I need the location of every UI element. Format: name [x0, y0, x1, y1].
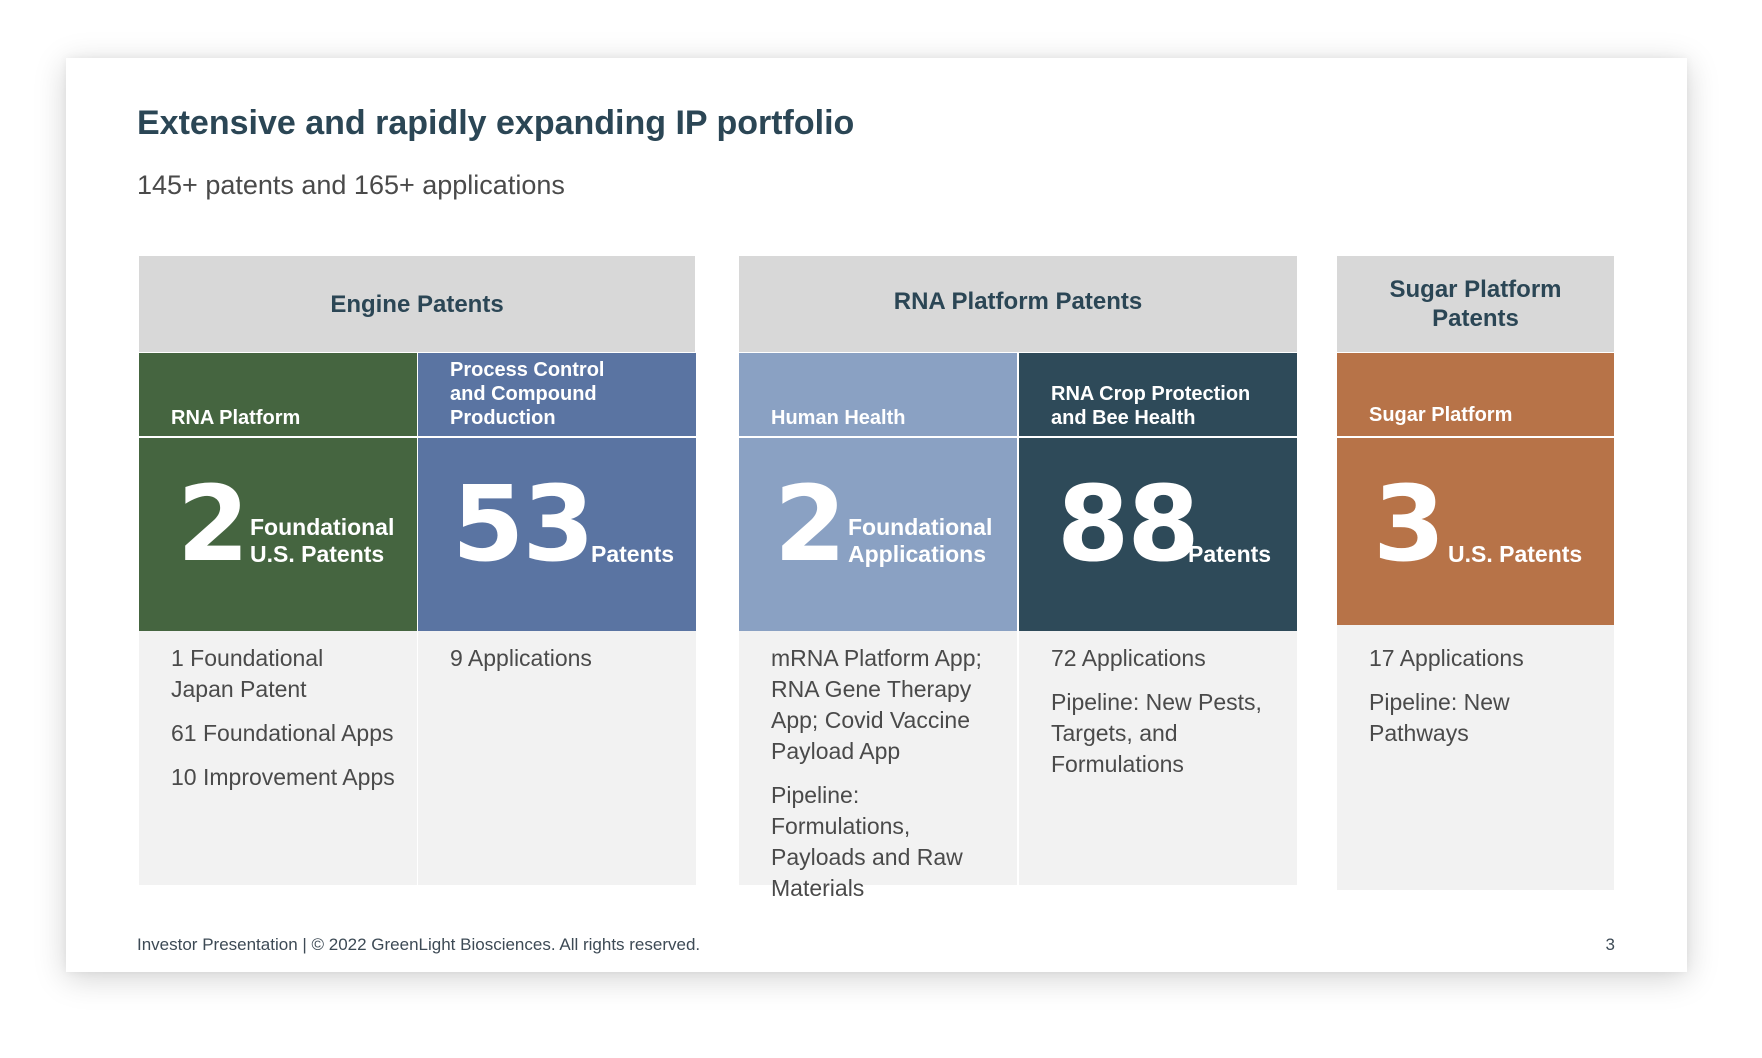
sugar-platform-heading: Sugar Platform [1337, 353, 1614, 438]
crop-protection-number: 88 [1057, 463, 1200, 585]
note: 9 Applications [450, 645, 592, 671]
footer-copyright: Investor Presentation | © 2022 GreenLigh… [137, 935, 701, 954]
sugar-platform-number: 3 [1373, 463, 1445, 585]
human-health-stat: 2 Foundational Applications [739, 438, 1017, 631]
human-health-stat-label: Foundational Applications [848, 514, 992, 568]
process-control-stat-label: Patents [591, 541, 675, 567]
note: Pipeline: Formulations, Payloads and Raw… [771, 782, 963, 901]
process-control-stat: 53 Patents [418, 438, 696, 631]
note: 61 Foundational Apps [171, 720, 394, 746]
human-health-notes: mRNA Platform App; RNA Gene Therapy App;… [739, 631, 1017, 901]
rna-platform-stat-label-line2: U.S. Patents [250, 541, 385, 567]
note: mRNA Platform App; RNA Gene Therapy App;… [771, 645, 982, 764]
human-health-stat-label-line1: Foundational [848, 514, 993, 540]
human-health-number: 2 [774, 463, 846, 585]
note: 17 Applications [1369, 645, 1524, 671]
rna-platform-stat: 2 Foundational U.S. Patents [139, 438, 417, 631]
crop-protection-heading: RNA Crop Protection and Bee Health [1019, 353, 1297, 438]
sugar-platform-column: Sugar Platform 3 U.S. Patents 17 Applica… [1337, 353, 1614, 890]
note: 10 Improvement Apps [171, 764, 395, 790]
sugar-platform-notes: 17 Applications Pipeline: New Pathways [1337, 625, 1614, 890]
rna-platform-number: 2 [177, 463, 249, 585]
note: 1 Foundational Japan Patent [171, 645, 324, 702]
crop-protection-notes: 72 Applications Pipeline: New Pests, Tar… [1019, 631, 1297, 885]
human-health-column: Human Health 2 Foundational Applications… [739, 353, 1017, 901]
process-control-column: Process Control and Compound Production … [418, 353, 696, 885]
rna-platform-patents-label: RNA Platform Patents [893, 287, 1143, 315]
rna-platform-notes: 1 Foundational Japan Patent 61 Foundatio… [139, 631, 417, 885]
process-control-heading: Process Control and Compound Production [418, 353, 696, 438]
page-number: 3 [1605, 935, 1615, 954]
rna-platform-stat-label-line1: Foundational [250, 514, 395, 540]
sugar-platform-stat: 3 U.S. Patents [1337, 438, 1614, 625]
crop-protection-stat: 88 Patents [1019, 438, 1297, 631]
crop-protection-column: RNA Crop Protection and Bee Health 88 Pa… [1019, 353, 1297, 885]
slide-title: Extensive and rapidly expanding IP portf… [137, 104, 855, 142]
rna-platform-patents-header: RNA Platform Patents [739, 256, 1297, 352]
slide-subtitle: 145+ patents and 165+ applications [137, 170, 565, 200]
note: Pipeline: New Pathways [1369, 689, 1510, 746]
rna-platform-heading: RNA Platform [139, 353, 417, 438]
engine-patents-label: Engine Patents [330, 290, 504, 318]
process-control-number: 53 [452, 463, 595, 585]
slide: Extensive and rapidly expanding IP portf… [66, 58, 1687, 972]
human-health-heading: Human Health [739, 353, 1017, 438]
sugar-platform-patents-header: Sugar Platform Patents [1337, 256, 1614, 352]
rna-platform-stat-label: Foundational U.S. Patents [250, 514, 394, 568]
process-control-notes: 9 Applications [418, 631, 696, 885]
engine-patents-header: Engine Patents [139, 256, 695, 352]
sugar-platform-stat-label: U.S. Patents [1448, 541, 1583, 567]
crop-protection-stat-label: Patents [1188, 541, 1272, 567]
note: 72 Applications [1051, 645, 1206, 671]
human-health-stat-label-line2: Applications [848, 541, 987, 567]
rna-platform-column: RNA Platform 2 Foundational U.S. Patents… [139, 353, 417, 885]
sugar-platform-patents-label: Sugar Platform Patents [1389, 276, 1562, 332]
note: Pipeline: New Pests, Targets, and Formul… [1051, 689, 1262, 777]
